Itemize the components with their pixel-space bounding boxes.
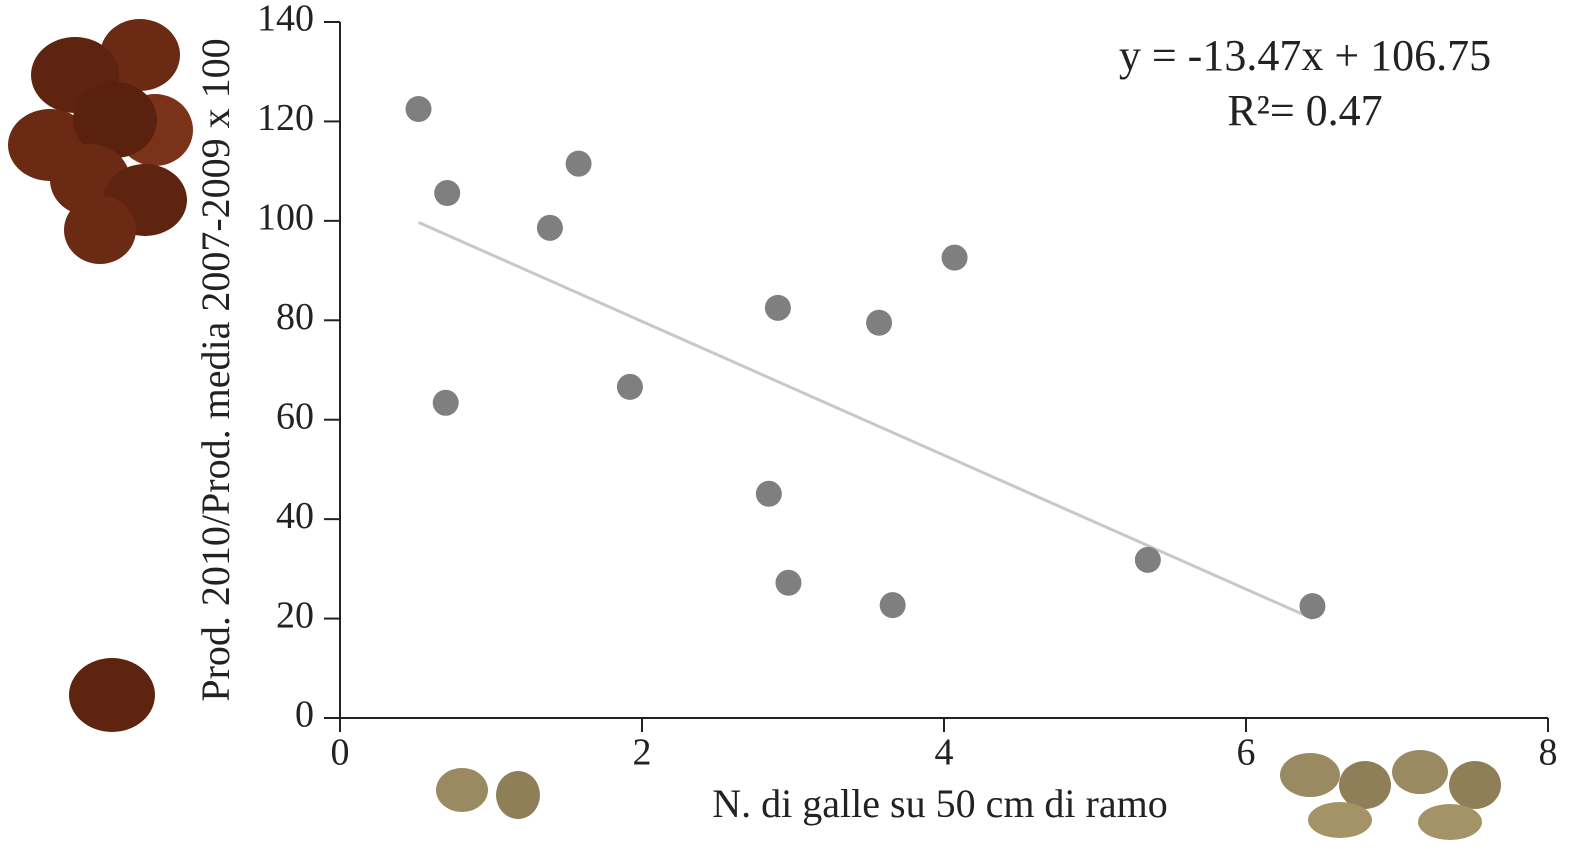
data-point — [775, 570, 801, 596]
data-point — [1135, 547, 1161, 573]
y-tick-label: 20 — [276, 594, 314, 636]
r-squared: R²= 0.47 — [1227, 86, 1382, 135]
y-tick-label: 40 — [276, 495, 314, 537]
chart: N. di galle su 50 cm di ramo Prod. 2010/… — [0, 0, 1589, 862]
chestnut-decoration — [8, 19, 193, 732]
x-tick-label: 2 — [633, 732, 652, 774]
data-point — [434, 180, 460, 206]
data-point — [617, 374, 643, 400]
data-point — [406, 96, 432, 122]
y-tick-label: 0 — [295, 694, 314, 736]
data-point — [756, 481, 782, 507]
page: {"chart_data": {"type": "scatter", "x_la… — [0, 0, 1589, 862]
data-point — [942, 245, 968, 271]
y-tick-label: 80 — [276, 296, 314, 338]
data-point — [765, 295, 791, 321]
data-point — [537, 215, 563, 241]
data-point — [433, 390, 459, 416]
equation: y = -13.47x + 106.75 — [1119, 31, 1491, 80]
y-tick-label: 120 — [257, 97, 314, 139]
y-tick-label: 60 — [276, 395, 314, 437]
data-point — [566, 151, 592, 177]
x-axis-label: N. di galle su 50 cm di ramo — [712, 781, 1167, 826]
data-point — [1299, 593, 1325, 619]
data-point — [880, 592, 906, 618]
x-tick-label: 6 — [1237, 732, 1256, 774]
x-tick-label: 4 — [935, 732, 954, 774]
trendline — [419, 222, 1313, 618]
data-point — [866, 310, 892, 336]
y-tick-label: 140 — [257, 0, 314, 40]
x-tick-label: 8 — [1539, 732, 1558, 774]
x-tick-label: 0 — [331, 732, 350, 774]
y-tick-label: 100 — [257, 197, 314, 239]
y-axis-label: Prod. 2010/Prod. media 2007-2009 x 100 — [193, 38, 238, 701]
